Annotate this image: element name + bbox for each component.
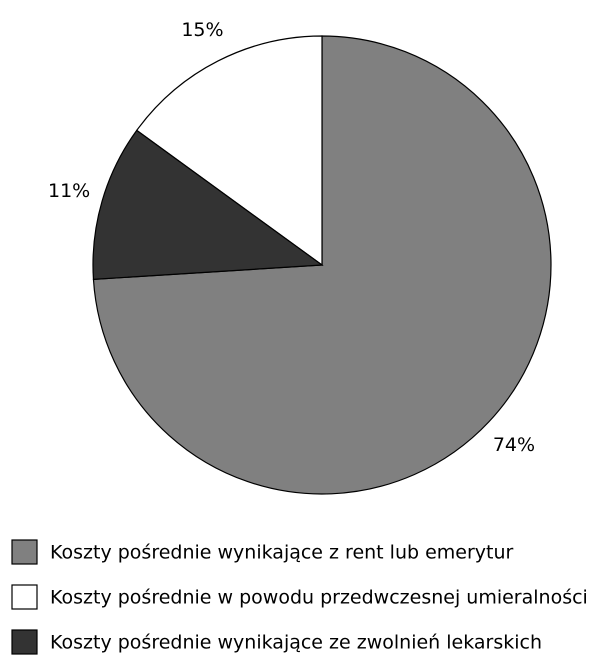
data-label: 15% — [181, 19, 223, 41]
data-label: 74% — [493, 434, 535, 456]
legend-swatch — [11, 584, 38, 610]
legend-swatch — [11, 629, 38, 655]
legend-label: Koszty pośrednie w powodu przedwczesnej … — [50, 587, 588, 609]
pie-slice — [92, 129, 324, 281]
data-label: 11% — [48, 180, 90, 202]
legend-label: Koszty pośrednie wynikające ze zwolnień … — [50, 632, 542, 654]
pie-slice — [135, 35, 323, 267]
legend-label: Koszty pośrednie wynikające z rent lub e… — [50, 542, 514, 564]
legend-swatch — [11, 539, 38, 565]
